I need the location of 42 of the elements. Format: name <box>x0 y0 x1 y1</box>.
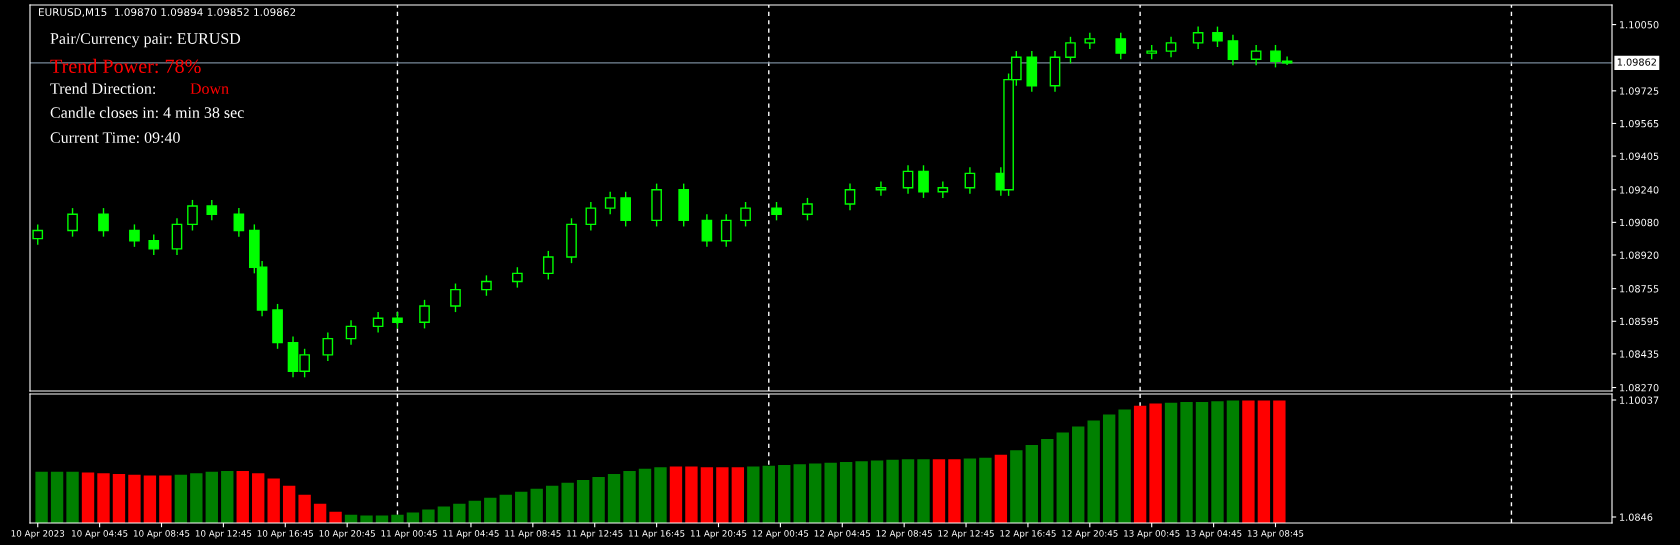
annotation: Trend Power: 78% <box>50 58 201 74</box>
x-tick-label: 12 Apr 20:45 <box>1062 530 1118 539</box>
y-tick-label: 1.09240 <box>1620 186 1659 194</box>
y-tick-label: 1.10037 <box>1620 396 1659 404</box>
y-tick-label: 1.09725 <box>1620 87 1659 95</box>
y-tick-label: 1.08595 <box>1620 317 1659 326</box>
x-tick-label: 10 Apr 04:45 <box>72 530 128 539</box>
annotation: Trend Direction: <box>50 82 156 95</box>
y-tick-label: 1.10050 <box>1620 21 1659 29</box>
y-tick-label: 1.09565 <box>1620 119 1659 128</box>
y-tick-label: 1.08755 <box>1620 285 1659 293</box>
x-tick-label: 12 Apr 12:45 <box>938 530 994 539</box>
y-tick-label: 1.08435 <box>1620 350 1659 358</box>
x-tick-label: 11 Apr 08:45 <box>505 530 561 539</box>
y-tick-label: 1.09080 <box>1620 218 1659 227</box>
annotation: Down <box>190 83 229 94</box>
x-tick-label: 10 Apr 08:45 <box>133 530 190 539</box>
x-tick-label: 10 Apr 16:45 <box>257 530 314 539</box>
x-tick-label: 12 Apr 00:45 <box>752 530 809 539</box>
x-tick-label: 11 Apr 00:45 <box>381 530 437 539</box>
x-tick-label: 10 Apr 2023 <box>11 530 65 539</box>
y-tick-label: 1.08920 <box>1620 251 1659 259</box>
y-tick-label: 1.09405 <box>1620 152 1659 160</box>
annotation: Candle closes in: 4 min 38 sec <box>50 106 244 119</box>
annotation: EURUSD,M15 1.09870 1.09894 1.09852 1.09862 <box>39 8 296 18</box>
annotation: Pair/Currency pair: EURUSD <box>50 33 241 48</box>
y-tick-label: 1.0846 <box>1620 513 1653 521</box>
annotation: Current Time: 09:40 <box>50 132 180 144</box>
x-tick-label: 10 Apr 12:45 <box>195 530 252 539</box>
x-tick-label: 13 Apr 04:45 <box>1186 530 1242 539</box>
x-tick-label: 12 Apr 16:45 <box>1000 530 1056 539</box>
x-tick-label: 10 Apr 20:45 <box>319 530 375 539</box>
x-tick-label: 13 Apr 08:45 <box>1247 530 1304 539</box>
x-tick-label: 11 Apr 20:45 <box>690 530 747 539</box>
x-tick-label: 13 Apr 00:45 <box>1124 530 1180 539</box>
ref-line-label: 1.09862 <box>1617 58 1656 66</box>
y-tick-label: 1.08270 <box>1620 384 1659 392</box>
x-tick-label: 11 Apr 04:45 <box>443 530 499 539</box>
x-tick-label: 11 Apr 12:45 <box>567 530 623 539</box>
x-tick-label: 12 Apr 04:45 <box>814 530 871 539</box>
x-tick-label: 11 Apr 16:45 <box>629 530 685 539</box>
x-tick-label: 12 Apr 08:45 <box>876 530 932 539</box>
